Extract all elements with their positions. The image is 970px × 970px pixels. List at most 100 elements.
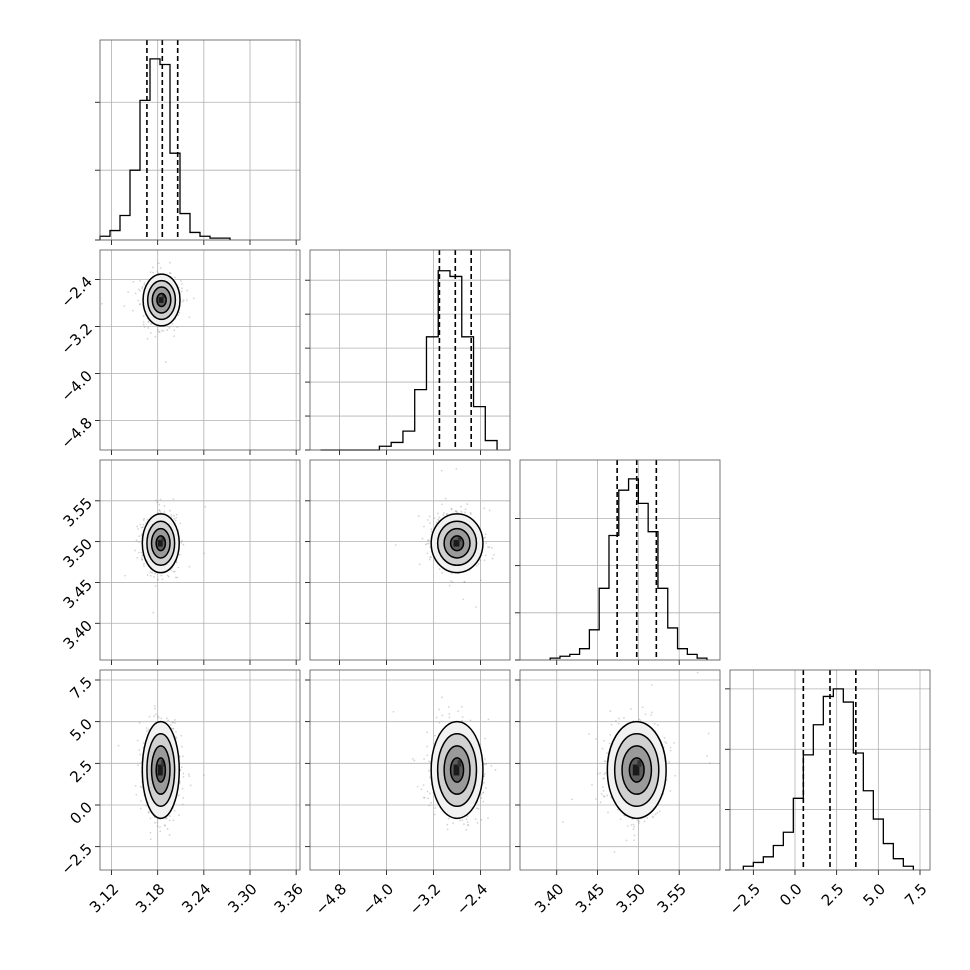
scatter-point-3-2-161 bbox=[707, 732, 710, 735]
scatter-point-3-2-527 bbox=[646, 817, 649, 819]
scatter-point-3-2-524 bbox=[669, 746, 672, 749]
scatter-point-3-2-337 bbox=[603, 777, 606, 780]
scatter-point-2-1-484 bbox=[442, 512, 445, 515]
scatter-point-3-1-486 bbox=[426, 790, 429, 793]
scatter-point-3-0-162 bbox=[131, 876, 133, 878]
scatter-point-2-0-262 bbox=[140, 533, 143, 536]
scatter-point-3-2-491 bbox=[623, 717, 625, 719]
scatter-point-3-0-260 bbox=[180, 745, 183, 748]
scatter-point-1-0-336 bbox=[178, 311, 181, 314]
scatter-point-2-1-128 bbox=[488, 509, 491, 512]
x-tick-label-3-4: 7.5 bbox=[901, 880, 931, 910]
scatter-point-3-1-0 bbox=[459, 819, 461, 822]
scatter-point-3-2-166 bbox=[603, 773, 606, 776]
scatter-point-3-1-305 bbox=[448, 716, 451, 719]
scatter-point-2-1-87 bbox=[474, 606, 477, 608]
scatter-point-3-2-18 bbox=[638, 718, 641, 721]
scatter-point-3-2-82 bbox=[626, 825, 629, 827]
scatter-point-3-0-558 bbox=[157, 716, 160, 719]
scatter-point-2-1-574 bbox=[469, 513, 472, 515]
scatter-point-3-1-540 bbox=[480, 793, 482, 796]
scatter-point-3-0-577 bbox=[172, 727, 175, 730]
scatter-point-2-1-231 bbox=[460, 510, 463, 513]
scatter-point-2-1-338 bbox=[428, 522, 431, 524]
scatter-point-3-1-230 bbox=[466, 824, 469, 826]
scatter-point-2-0-197 bbox=[136, 556, 139, 559]
scatter-point-3-1-504 bbox=[428, 804, 431, 807]
scatter-point-3-1-342 bbox=[416, 785, 419, 788]
scatter-point-2-1-140 bbox=[440, 469, 443, 472]
joint-panel-3-0: 3.12 3.18 3.24 3.30 3.36 −2.5 0.0 2.5 5.0 7.5 bbox=[58, 669, 307, 923]
scatter-point-1-0-289 bbox=[160, 329, 163, 332]
scatter-point-3-0-326 bbox=[145, 727, 148, 729]
scatter-point-1-0-546 bbox=[168, 272, 171, 274]
scatter-point-3-0-0 bbox=[135, 793, 138, 796]
density-core-3-1 bbox=[453, 764, 460, 776]
scatter-point-3-0-583 bbox=[187, 773, 190, 776]
scatter-point-3-0-62 bbox=[180, 734, 183, 737]
scatter-point-2-0-49 bbox=[188, 565, 191, 568]
y-tick-label-2-3: 3.55 bbox=[60, 494, 96, 530]
contour-3-0-3 bbox=[141, 720, 180, 820]
scatter-point-3-1-594 bbox=[461, 720, 463, 722]
scatter-point-2-1-185 bbox=[438, 516, 441, 519]
joint-frame-2-0 bbox=[99, 459, 301, 661]
hist-panel-3: −2.5 0.0 2.5 5.0 7.5 bbox=[725, 669, 931, 919]
scatter-point-1-0-433 bbox=[139, 289, 141, 292]
scatter-point-1-0-142 bbox=[149, 271, 152, 274]
scatter-point-3-1-345 bbox=[422, 796, 425, 799]
scatter-point-2-0-336 bbox=[158, 503, 161, 506]
scatter-point-2-0-375 bbox=[158, 509, 161, 512]
scatter-point-3-0-543 bbox=[182, 772, 185, 775]
scatter-point-3-0-463 bbox=[180, 766, 183, 769]
contour-2-0-3 bbox=[141, 513, 180, 574]
histogram-3 bbox=[742, 688, 914, 870]
hist-bg-0 bbox=[100, 40, 300, 240]
scatter-point-2-0-199 bbox=[143, 518, 145, 520]
scatter-point-3-0-266 bbox=[154, 821, 156, 824]
contour-1-0-2 bbox=[146, 279, 177, 321]
scatter-point-3-2-419 bbox=[636, 819, 639, 822]
scatter-point-3-1-188 bbox=[446, 828, 449, 831]
scatter-point-2-0-516 bbox=[179, 522, 182, 525]
scatter-point-2-0-43 bbox=[182, 543, 185, 546]
scatter-point-1-0-393 bbox=[173, 335, 176, 338]
scatter-point-1-0-175 bbox=[146, 245, 148, 247]
joint-frame-3-2 bbox=[519, 669, 721, 871]
scatter-point-3-1-42 bbox=[485, 787, 487, 789]
density-core-b-2-1 bbox=[457, 537, 462, 542]
scatter-point-1-0-335 bbox=[131, 309, 134, 312]
scatter-point-3-0-194 bbox=[153, 705, 156, 707]
scatter-point-3-2-176 bbox=[650, 684, 653, 686]
scatter-point-1-0-100 bbox=[158, 331, 161, 333]
scatter-point-2-0-47 bbox=[175, 513, 178, 516]
scatter-point-3-2-9 bbox=[618, 717, 620, 720]
scatter-point-2-0-599 bbox=[142, 523, 145, 526]
scatter-point-3-2-6 bbox=[673, 741, 676, 744]
scatter-point-3-0-91 bbox=[147, 811, 150, 814]
scatter-point-3-2-471 bbox=[562, 821, 564, 823]
joint-content-2-0 bbox=[124, 498, 207, 614]
y-tick-label-1-0: −4.8 bbox=[58, 414, 96, 452]
scatter-point-1-0-288 bbox=[176, 326, 179, 328]
y-tick-label-3-2: 2.5 bbox=[66, 757, 96, 787]
scatter-point-2-1-235 bbox=[463, 581, 466, 584]
scatter-point-1-0-250 bbox=[173, 329, 176, 332]
scatter-point-2-0-464 bbox=[141, 554, 144, 557]
scatter-point-2-0-20 bbox=[138, 551, 140, 554]
scatter-point-2-1-238 bbox=[490, 546, 493, 549]
scatter-point-3-2-106 bbox=[616, 808, 619, 811]
scatter-point-3-1-459 bbox=[433, 813, 436, 816]
x-tick-label-3-3: 5.0 bbox=[859, 880, 889, 910]
scatter-point-3-2-302 bbox=[602, 790, 605, 792]
scatter-point-1-0-217 bbox=[138, 303, 141, 306]
scatter-point-3-0-438 bbox=[156, 821, 159, 824]
scatter-point-3-0-552 bbox=[149, 838, 152, 841]
scatter-point-3-2-584 bbox=[709, 762, 711, 765]
scatter-point-3-0-45 bbox=[177, 921, 179, 923]
contour-3-2-3 bbox=[606, 720, 667, 820]
scatter-point-3-2-284 bbox=[571, 798, 573, 801]
scatter-point-1-0-277 bbox=[149, 332, 152, 334]
scatter-point-2-1-327 bbox=[476, 564, 478, 567]
